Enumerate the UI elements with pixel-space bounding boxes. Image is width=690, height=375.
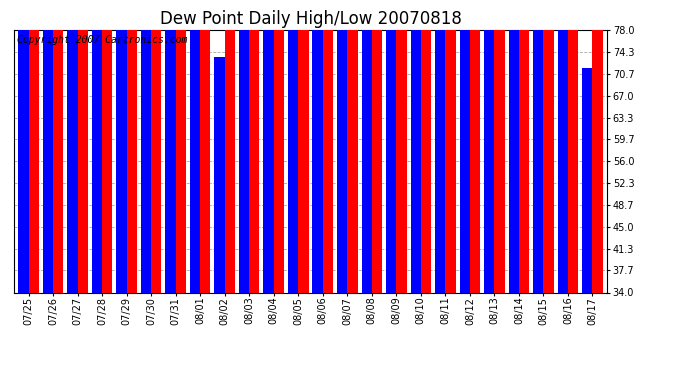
Bar <box>92 0 102 292</box>
Bar <box>141 0 151 292</box>
Bar <box>274 0 284 292</box>
Bar <box>313 0 323 292</box>
Bar <box>151 0 161 292</box>
Bar <box>225 0 235 292</box>
Bar <box>470 0 480 292</box>
Bar <box>126 0 137 292</box>
Bar <box>28 0 39 292</box>
Bar <box>77 0 88 292</box>
Bar <box>117 24 126 292</box>
Bar <box>362 0 372 292</box>
Bar <box>200 0 210 292</box>
Bar <box>460 0 470 292</box>
Bar <box>558 0 568 292</box>
Text: Copyright 2007 Cartronics.com: Copyright 2007 Cartronics.com <box>17 35 187 45</box>
Bar <box>593 0 603 292</box>
Bar <box>386 0 396 292</box>
Bar <box>372 0 382 292</box>
Bar <box>519 0 529 292</box>
Bar <box>396 0 406 292</box>
Title: Dew Point Daily High/Low 20070818: Dew Point Daily High/Low 20070818 <box>159 10 462 28</box>
Bar <box>582 68 593 292</box>
Bar <box>176 0 186 292</box>
Bar <box>190 0 200 292</box>
Bar <box>411 0 421 292</box>
Bar <box>264 0 274 292</box>
Bar <box>215 57 225 292</box>
Bar <box>298 0 308 292</box>
Bar <box>568 0 578 292</box>
Bar <box>43 0 53 292</box>
Bar <box>544 0 554 292</box>
Bar <box>102 0 112 292</box>
Bar <box>323 0 333 292</box>
Bar <box>484 27 495 292</box>
Bar <box>347 0 357 292</box>
Bar <box>53 0 63 292</box>
Bar <box>166 0 176 292</box>
Bar <box>249 0 259 292</box>
Bar <box>67 0 77 292</box>
Bar <box>421 0 431 292</box>
Bar <box>18 0 28 292</box>
Bar <box>337 0 347 292</box>
Bar <box>509 0 519 292</box>
Bar <box>533 0 544 292</box>
Bar <box>288 0 298 292</box>
Bar <box>495 0 504 292</box>
Bar <box>445 0 455 292</box>
Bar <box>239 0 249 292</box>
Bar <box>435 0 445 292</box>
